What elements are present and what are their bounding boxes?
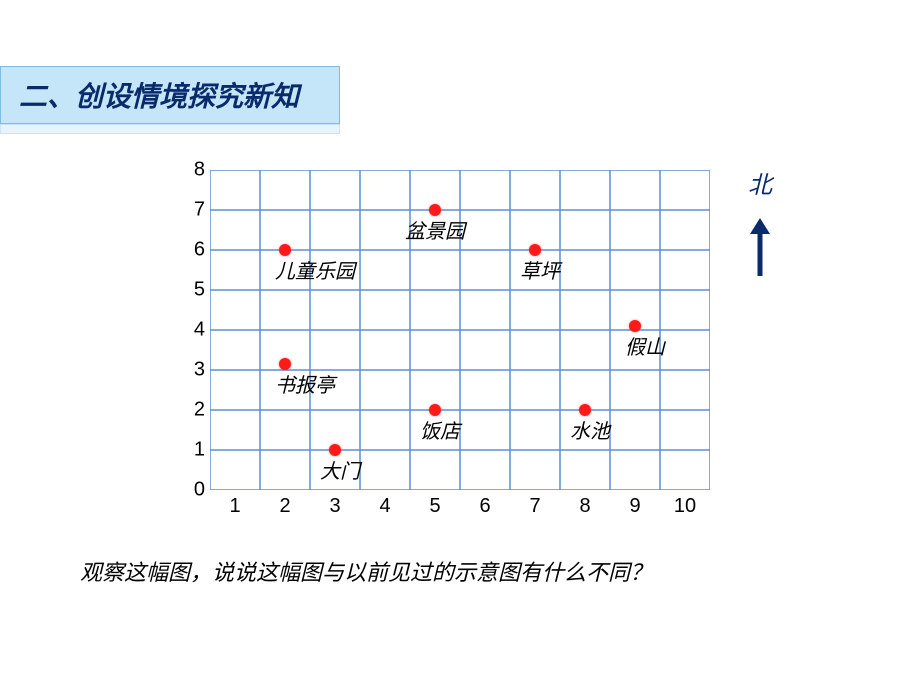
- y-tick-label: 7: [180, 199, 205, 222]
- section-header-shadow: [0, 124, 340, 134]
- question-text: 观察这幅图，说说这幅图与以前见过的示意图有什么不同？: [80, 555, 652, 587]
- x-tick-label: 8: [570, 495, 600, 518]
- x-tick-label: 6: [470, 495, 500, 518]
- point-label: 草坪: [520, 255, 560, 284]
- point-label: 水池: [570, 415, 610, 444]
- coordinate-chart: 012345678 12345678910 儿童乐园盆景园草坪假山水池饭店大门书…: [170, 160, 760, 510]
- section-title: 二、创设情境探究新知: [19, 75, 299, 115]
- x-tick-label: 3: [320, 495, 350, 518]
- compass-arrow-icon: [740, 218, 780, 278]
- y-tick-label: 3: [180, 359, 205, 382]
- y-tick-label: 8: [180, 159, 205, 182]
- x-tick-label: 7: [520, 495, 550, 518]
- section-header: 二、创设情境探究新知: [0, 66, 340, 124]
- point-label: 书报亭: [275, 369, 335, 398]
- x-tick-label: 4: [370, 495, 400, 518]
- x-tick-label: 2: [270, 495, 300, 518]
- y-tick-label: 6: [180, 239, 205, 262]
- point-label: 饭店: [420, 415, 460, 444]
- x-tick-label: 5: [420, 495, 450, 518]
- x-tick-label: 9: [620, 495, 650, 518]
- point-label: 假山: [625, 331, 665, 360]
- y-tick-label: 5: [180, 279, 205, 302]
- compass-label: 北: [740, 165, 780, 200]
- y-tick-label: 4: [180, 319, 205, 342]
- point-label: 盆景园: [405, 215, 465, 244]
- y-tick-label: 0: [180, 479, 205, 502]
- x-tick-label: 1: [220, 495, 250, 518]
- y-tick-label: 2: [180, 399, 205, 422]
- compass: 北: [740, 165, 780, 283]
- y-tick-label: 1: [180, 439, 205, 462]
- point-label: 大门: [320, 455, 360, 484]
- point-label: 儿童乐园: [275, 255, 355, 284]
- x-tick-label: 10: [670, 495, 700, 518]
